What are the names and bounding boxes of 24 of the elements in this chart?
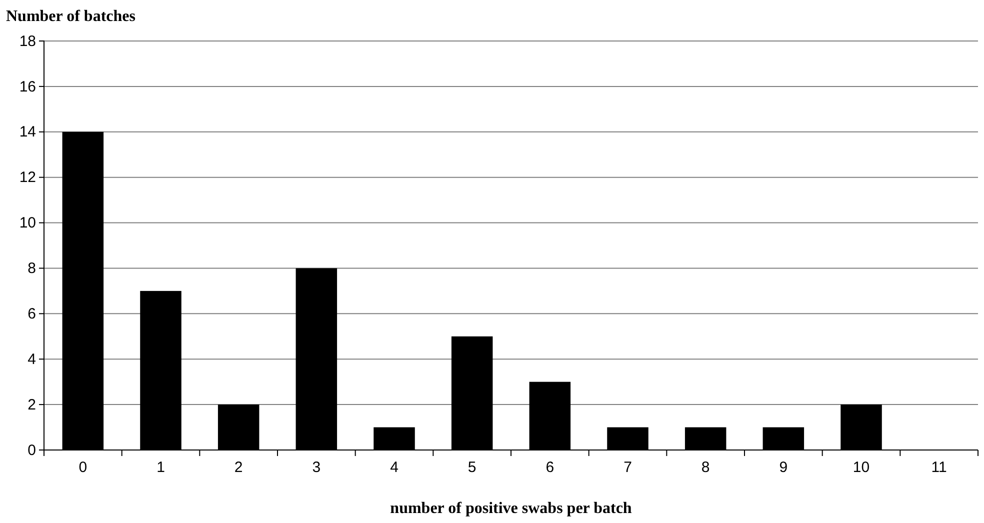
y-tick-label: 18 [19, 32, 36, 50]
x-tick-label: 10 [852, 459, 870, 476]
x-axis-title: number of positive swabs per batch [390, 500, 632, 517]
x-tick-label: 6 [546, 459, 554, 476]
y-tick-label: 0 [28, 442, 36, 459]
x-tick-label: 11 [931, 459, 947, 476]
x-tick-label: 3 [312, 459, 321, 476]
y-tick-label: 14 [19, 124, 36, 141]
y-tick-label: 4 [28, 350, 36, 368]
chart-title: Number of batches [6, 8, 136, 25]
x-tick-label: 9 [779, 459, 788, 476]
x-tick-label: 0 [78, 459, 88, 476]
y-tick-label: 10 [19, 214, 36, 232]
x-tick-label: 7 [624, 459, 632, 476]
x-tick-label: 4 [390, 459, 398, 476]
y-tick-label: 8 [28, 260, 36, 278]
x-tick-label: 2 [234, 459, 243, 476]
y-tick-label: 16 [19, 78, 36, 96]
y-tick-label: 12 [19, 169, 36, 186]
x-tick-label: 5 [468, 459, 476, 476]
y-tick-label: 6 [28, 305, 36, 322]
x-tick-label: 8 [701, 459, 710, 476]
y-tick-label: 2 [28, 396, 36, 414]
x-tick-label: 1 [156, 459, 165, 476]
